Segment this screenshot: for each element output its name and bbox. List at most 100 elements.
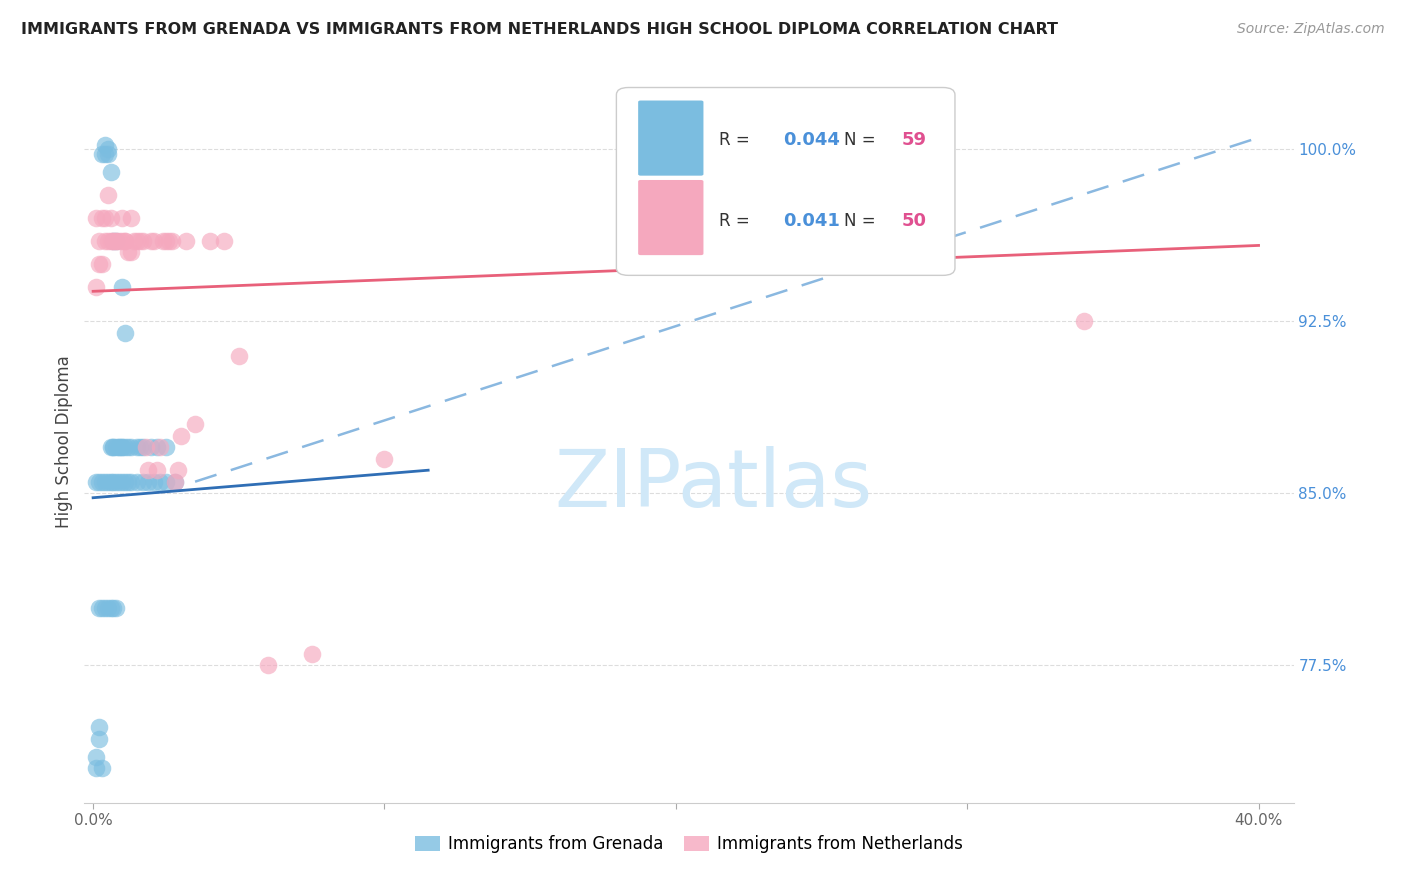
Immigrants from Grenada [87,731,110,746]
Immigrants from Grenada [163,475,186,489]
Immigrants from Netherlands [184,417,207,432]
Immigrants from Netherlands [111,234,134,248]
Immigrants from Grenada [97,142,120,156]
Immigrants from Netherlands [103,234,125,248]
Immigrants from Netherlands [97,234,120,248]
FancyBboxPatch shape [638,101,703,176]
Immigrants from Netherlands [163,475,186,489]
Immigrants from Netherlands [120,245,142,260]
FancyBboxPatch shape [638,180,703,255]
Immigrants from Grenada [155,440,177,454]
Immigrants from Grenada [90,146,112,161]
Immigrants from Netherlands [120,211,142,225]
Immigrants from Grenada [100,440,122,454]
Text: IMMIGRANTS FROM GRENADA VS IMMIGRANTS FROM NETHERLANDS HIGH SCHOOL DIPLOMA CORRE: IMMIGRANTS FROM GRENADA VS IMMIGRANTS FR… [21,22,1059,37]
Immigrants from Netherlands [111,211,134,225]
Immigrants from Grenada [138,475,160,489]
Immigrants from Netherlands [157,234,180,248]
Immigrants from Grenada [125,475,148,489]
Immigrants from Grenada [87,600,110,615]
Text: R =: R = [720,212,755,230]
Immigrants from Netherlands [103,234,125,248]
Immigrants from Grenada [97,146,120,161]
Immigrants from Grenada [120,475,142,489]
Immigrants from Grenada [105,440,128,454]
Immigrants from Grenada [97,600,120,615]
Immigrants from Netherlands [131,234,153,248]
Text: 50: 50 [901,212,927,230]
Immigrants from Netherlands [87,257,110,271]
Immigrants from Netherlands [155,234,177,248]
Immigrants from Netherlands [94,234,117,248]
Immigrants from Netherlands [114,234,136,248]
Immigrants from Netherlands [149,440,172,454]
Immigrants from Grenada [111,279,134,293]
Text: N =: N = [844,212,880,230]
Immigrants from Netherlands [94,211,117,225]
Immigrants from Netherlands [105,234,128,248]
Immigrants from Grenada [90,475,112,489]
Immigrants from Netherlands [212,234,235,248]
Immigrants from Grenada [114,475,136,489]
Immigrants from Grenada [94,137,117,152]
Immigrants from Netherlands [146,463,169,477]
Immigrants from Netherlands [152,234,174,248]
Immigrants from Grenada [117,475,139,489]
Immigrants from Grenada [117,440,139,454]
Text: 0.041: 0.041 [783,212,841,230]
Immigrants from Netherlands [114,234,136,248]
Immigrants from Grenada [105,475,128,489]
Immigrants from Grenada [141,440,163,454]
Immigrants from Grenada [100,165,122,179]
Immigrants from Netherlands [87,234,110,248]
Immigrants from Grenada [94,146,117,161]
Immigrants from Grenada [114,326,136,340]
Immigrants from Netherlands [84,279,107,293]
Immigrants from Grenada [103,440,125,454]
Immigrants from Grenada [105,600,128,615]
Immigrants from Netherlands [257,658,280,673]
Immigrants from Grenada [128,440,150,454]
Y-axis label: High School Diploma: High School Diploma [55,355,73,528]
Immigrants from Netherlands [160,234,183,248]
Immigrants from Grenada [114,440,136,454]
Text: ZIPatlas: ZIPatlas [554,446,872,524]
Text: R =: R = [720,130,755,149]
Immigrants from Netherlands [138,463,160,477]
Immigrants from Netherlands [128,234,150,248]
Immigrants from Grenada [84,761,107,775]
Immigrants from Grenada [146,440,169,454]
Immigrants from Netherlands [228,349,250,363]
Immigrants from Grenada [103,440,125,454]
Immigrants from Grenada [111,440,134,454]
Immigrants from Netherlands [100,211,122,225]
Immigrants from Grenada [100,600,122,615]
Immigrants from Grenada [120,440,142,454]
Immigrants from Netherlands [135,440,157,454]
FancyBboxPatch shape [616,87,955,276]
Immigrants from Netherlands [108,234,131,248]
Immigrants from Grenada [108,475,131,489]
Text: N =: N = [844,130,880,149]
Text: 59: 59 [901,130,927,149]
Immigrants from Grenada [90,761,112,775]
Immigrants from Netherlands [90,257,112,271]
Immigrants from Grenada [131,440,153,454]
Immigrants from Netherlands [141,234,163,248]
Immigrants from Grenada [84,750,107,764]
Immigrants from Grenada [131,475,153,489]
Legend: Immigrants from Grenada, Immigrants from Netherlands: Immigrants from Grenada, Immigrants from… [408,828,970,860]
Immigrants from Grenada [94,475,117,489]
Immigrants from Grenada [108,440,131,454]
Immigrants from Grenada [111,475,134,489]
Immigrants from Netherlands [125,234,148,248]
Immigrants from Grenada [155,475,177,489]
Immigrants from Grenada [94,600,117,615]
Immigrants from Netherlands [169,429,191,443]
Immigrants from Netherlands [143,234,166,248]
Immigrants from Grenada [90,600,112,615]
Immigrants from Grenada [143,475,166,489]
Immigrants from Grenada [103,475,125,489]
Immigrants from Grenada [97,475,120,489]
Immigrants from Netherlands [373,451,395,466]
